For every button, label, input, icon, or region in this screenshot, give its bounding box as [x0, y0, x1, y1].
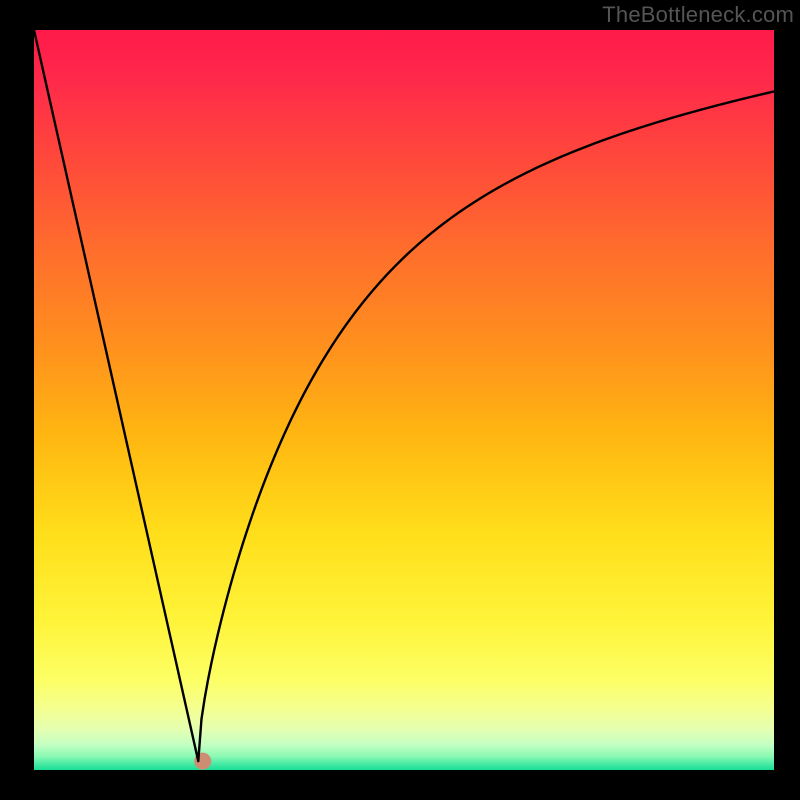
curve-overlay — [34, 30, 774, 770]
curve-line — [34, 30, 774, 761]
chart-container: TheBottleneck.com — [0, 0, 800, 800]
plot-area — [34, 30, 774, 770]
watermark-text: TheBottleneck.com — [602, 2, 794, 28]
